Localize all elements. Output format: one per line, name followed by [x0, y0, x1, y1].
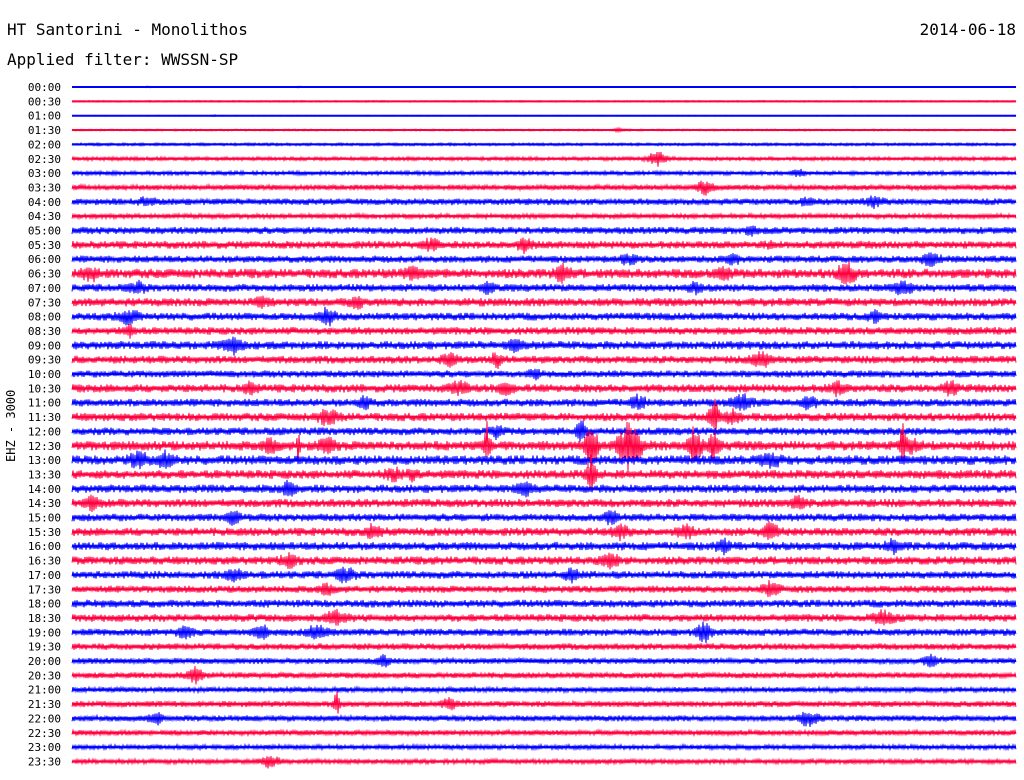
trace-line	[71, 449, 1017, 470]
time-tick-label: 23:30	[28, 755, 61, 768]
time-tick-label: 03:00	[28, 167, 61, 180]
time-tick-label: 10:30	[28, 382, 61, 395]
time-tick-label: 12:00	[28, 425, 61, 438]
time-tick-label: 02:30	[28, 153, 61, 166]
time-tick-label: 01:00	[28, 110, 61, 123]
station-title: HT Santorini - Monolithos	[7, 20, 248, 39]
time-tick-label: 22:30	[28, 727, 61, 740]
time-tick-label: 18:30	[28, 612, 61, 625]
trace-line	[71, 261, 1017, 285]
time-tick-label: 08:00	[28, 311, 61, 324]
trace-line	[71, 685, 1017, 695]
time-tick-label: 06:30	[28, 268, 61, 281]
time-tick-label: 08:30	[28, 325, 61, 338]
time-tick-label: 22:00	[28, 712, 61, 725]
trace-line	[71, 237, 1017, 255]
time-tick-label: 03:30	[28, 181, 61, 194]
time-tick-label: 06:00	[28, 253, 61, 266]
time-tick-label: 11:00	[28, 397, 61, 410]
trace-line	[71, 566, 1017, 584]
time-tick-label: 10:00	[28, 368, 61, 381]
time-tick-label: 17:00	[28, 569, 61, 582]
time-tick-label: 13:30	[28, 468, 61, 481]
time-tick-label: 19:30	[28, 641, 61, 654]
time-tick-label: 04:30	[28, 210, 61, 223]
time-tick-label: 15:30	[28, 526, 61, 539]
time-tick-label: 02:00	[28, 138, 61, 151]
trace-line	[71, 336, 1017, 356]
time-tick-label: 11:30	[28, 411, 61, 424]
time-tick-label: 15:00	[28, 512, 61, 525]
time-tick-label: 20:00	[28, 655, 61, 668]
time-tick-label: 16:30	[28, 555, 61, 568]
time-tick-label: 07:30	[28, 296, 61, 309]
time-tick-label: 16:00	[28, 540, 61, 553]
time-tick-label: 09:00	[28, 339, 61, 352]
time-tick-label: 00:30	[28, 95, 61, 108]
time-tick-label: 17:30	[28, 583, 61, 596]
time-tick-label: 14:30	[28, 497, 61, 510]
trace-line	[71, 323, 1017, 339]
time-tick-label: 05:00	[28, 225, 61, 238]
trace-line	[71, 691, 1017, 714]
time-tick-label: 23:00	[28, 741, 61, 754]
time-tick-label: 13:00	[28, 454, 61, 467]
applied-filter: Applied filter: WWSSN-SP	[7, 50, 239, 69]
time-tick-label: 00:00	[28, 81, 61, 94]
time-tick-label: 21:30	[28, 698, 61, 711]
time-tick-label: 05:30	[28, 239, 61, 252]
trace-line	[71, 351, 1017, 369]
trace-line	[71, 537, 1017, 556]
time-tick-label: 12:30	[28, 440, 61, 453]
time-tick-label: 09:30	[28, 354, 61, 367]
time-tick-label: 04:00	[28, 196, 61, 209]
time-tick-label: 19:00	[28, 626, 61, 639]
time-tick-label: 21:00	[28, 684, 61, 697]
time-tick-label: 18:00	[28, 598, 61, 611]
time-tick-label: 07:00	[28, 282, 61, 295]
time-tick-label: 20:30	[28, 669, 61, 682]
time-tick-label: 01:30	[28, 124, 61, 137]
time-tick-label: 14:00	[28, 483, 61, 496]
trace-line	[71, 521, 1017, 542]
record-date: 2014-06-18	[919, 20, 1016, 39]
